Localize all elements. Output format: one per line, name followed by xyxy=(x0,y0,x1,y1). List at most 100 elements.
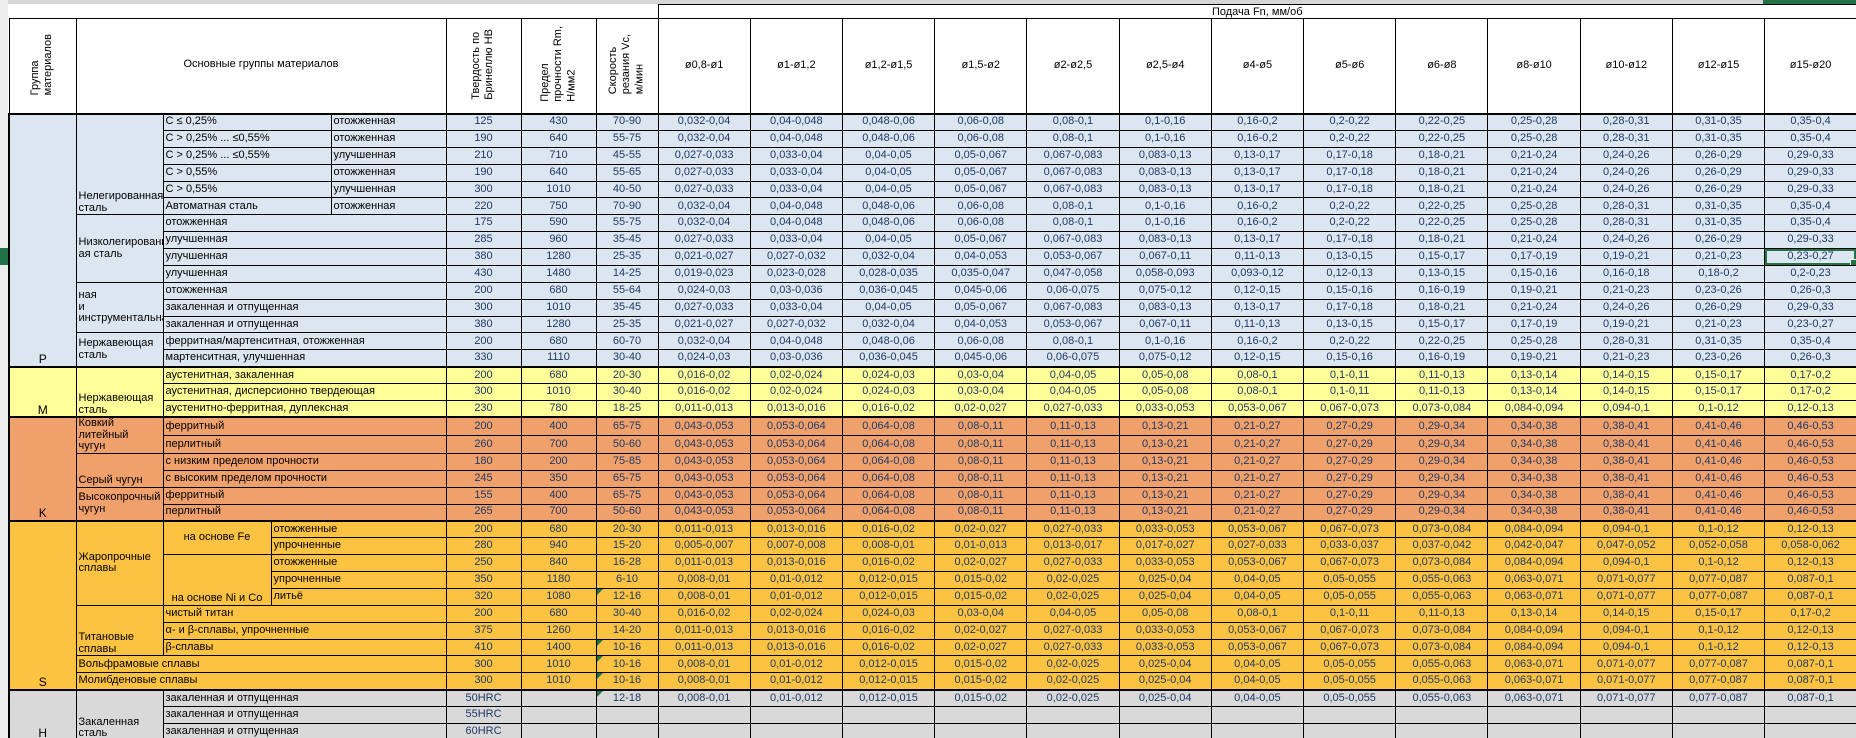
feed-cell[interactable]: 0,27-0,29 xyxy=(1303,503,1397,522)
feed-cell[interactable]: 0,05-0,067 xyxy=(934,163,1028,182)
feed-cell[interactable]: 0,38-0,41 xyxy=(1579,452,1673,471)
feed-cell[interactable]: 0,071-0,077 xyxy=(1579,587,1673,606)
feed-cell[interactable] xyxy=(1210,722,1305,738)
feed-cell[interactable]: 0,055-0,063 xyxy=(1395,587,1489,606)
feed-cell[interactable]: 0,01-0,013 xyxy=(934,537,1028,556)
feed-cell[interactable]: 0,31-0,35 xyxy=(1671,129,1766,148)
section-letter[interactable]: P xyxy=(8,112,77,368)
feed-cell[interactable]: 0,41-0,46 xyxy=(1671,416,1766,436)
feed-cell[interactable]: 0,29-0,34 xyxy=(1395,452,1489,471)
feed-cell[interactable]: 0,01-0,012 xyxy=(749,571,843,589)
feed-cell[interactable]: 0,11-0,13 xyxy=(1395,365,1489,384)
hardness-cell[interactable]: 380 xyxy=(445,315,522,334)
feed-cell[interactable]: 0,05-0,055 xyxy=(1303,655,1397,674)
feed-cell[interactable]: 0,13-0,15 xyxy=(1303,248,1397,266)
feed-cell[interactable]: 0,08-0,11 xyxy=(934,416,1028,436)
feed-cell[interactable]: 0,033-0,04 xyxy=(749,231,843,249)
feed-cell[interactable]: 0,016-0,02 xyxy=(657,365,751,384)
material-cell[interactable]: α- и β-сплавы, упрочненные xyxy=(162,621,447,640)
feed-cell[interactable]: 0,02-0,025 xyxy=(1026,571,1120,589)
feed-cell[interactable]: 0,067-0,083 xyxy=(1026,298,1120,317)
feed-cell[interactable]: 0,02-0,025 xyxy=(1026,672,1120,691)
feed-cell[interactable]: 0,11-0,13 xyxy=(1026,434,1120,454)
feed-cell[interactable]: 0,17-0,18 xyxy=(1303,180,1397,199)
feed-cell[interactable]: 0,05-0,055 xyxy=(1303,688,1397,708)
feed-cell[interactable]: 0,048-0,06 xyxy=(841,332,936,351)
strength-cell[interactable]: 350 xyxy=(520,469,597,488)
feed-cell[interactable]: 0,21-0,23 xyxy=(1671,248,1766,266)
feed-cell[interactable]: 0,29-0,34 xyxy=(1395,486,1489,505)
feed-cell[interactable]: 0,024-0,03 xyxy=(841,604,936,623)
feed-cell[interactable]: 0,025-0,04 xyxy=(1118,655,1212,674)
feed-cell[interactable]: 0,028-0,035 xyxy=(841,264,936,283)
strength-cell[interactable]: 1280 xyxy=(520,248,597,266)
feed-cell[interactable]: 0,04-0,05 xyxy=(1210,587,1305,606)
feed-cell[interactable]: 0,019-0,023 xyxy=(657,264,751,283)
feed-cell[interactable]: 0,22-0,25 xyxy=(1395,214,1489,233)
feed-cell[interactable]: 0,06-0,08 xyxy=(934,197,1028,216)
feed-cell[interactable]: 0,1-0,16 xyxy=(1118,332,1212,351)
material-cell[interactable]: закаленная и отпущенная xyxy=(162,298,447,317)
feed-cell[interactable]: 0,25-0,28 xyxy=(1487,332,1581,351)
hardness-cell[interactable]: 220 xyxy=(445,197,522,216)
material-cell[interactable]: Высокопрочный чугун xyxy=(75,486,164,522)
feed-cell[interactable]: 0,02-0,025 xyxy=(1026,587,1120,606)
feed-cell[interactable]: 0,2-0,22 xyxy=(1303,214,1397,233)
feed-cell[interactable]: 0,047-0,058 xyxy=(1026,264,1120,283)
speed-cell[interactable] xyxy=(595,722,659,738)
feed-cell[interactable]: 0,05-0,055 xyxy=(1303,571,1397,589)
feed-cell[interactable]: 0,17-0,18 xyxy=(1303,231,1397,249)
feed-cell[interactable]: 0,013-0,016 xyxy=(749,519,843,539)
hardness-cell[interactable]: 320 xyxy=(445,587,522,606)
hardness-cell[interactable]: 190 xyxy=(445,163,522,182)
material-cell[interactable]: чистый титан xyxy=(162,604,447,623)
feed-cell[interactable]: 0,11-0,13 xyxy=(1395,604,1489,623)
feed-cell[interactable]: 0,16-0,18 xyxy=(1579,264,1673,283)
feed-cell[interactable]: 0,083-0,13 xyxy=(1118,163,1212,182)
feed-cell[interactable]: 0,075-0,12 xyxy=(1118,281,1212,300)
feed-cell[interactable]: 0,21-0,24 xyxy=(1487,231,1581,249)
feed-cell[interactable]: 0,17-0,2 xyxy=(1764,383,1856,401)
feed-cell[interactable]: 0,055-0,063 xyxy=(1395,688,1489,708)
speed-cell[interactable]: 40-50 xyxy=(595,180,659,199)
strength-cell[interactable]: 750 xyxy=(520,197,597,216)
speed-cell[interactable]: 70-90 xyxy=(595,197,659,216)
material-cell[interactable]: улучшенная xyxy=(330,180,447,199)
feed-cell[interactable]: 0,015-0,02 xyxy=(934,587,1028,606)
hardness-cell[interactable]: 190 xyxy=(445,129,522,148)
feed-cell[interactable]: 0,053-0,064 xyxy=(749,416,843,436)
hardness-cell[interactable]: 430 xyxy=(445,264,522,283)
material-cell[interactable]: улучшенная xyxy=(162,248,447,266)
material-cell[interactable]: улучшенная xyxy=(162,264,447,283)
feed-cell[interactable] xyxy=(1579,706,1673,724)
feed-cell[interactable]: 0,01-0,012 xyxy=(749,655,843,674)
hardness-cell[interactable]: 300 xyxy=(445,180,522,199)
feed-cell[interactable]: 0,22-0,25 xyxy=(1395,332,1489,351)
speed-cell[interactable]: 45-55 xyxy=(595,146,659,165)
feed-cell[interactable]: 0,19-0,21 xyxy=(1579,315,1673,334)
feed-cell[interactable]: 0,46-0,53 xyxy=(1764,434,1856,454)
feed-cell[interactable]: 0,18-0,2 xyxy=(1671,264,1766,283)
material-cell[interactable]: отожженная xyxy=(162,214,447,233)
speed-cell[interactable]: 65-75 xyxy=(595,469,659,488)
feed-cell[interactable]: 0,08-0,1 xyxy=(1026,332,1120,351)
feed-cell[interactable]: 0,067-0,073 xyxy=(1303,519,1397,539)
feed-cell[interactable]: 0,058-0,093 xyxy=(1118,264,1212,283)
hardness-cell[interactable]: 410 xyxy=(445,638,522,657)
speed-cell[interactable]: 20-30 xyxy=(595,519,659,539)
strength-cell[interactable] xyxy=(520,722,597,738)
speed-cell[interactable]: 30-40 xyxy=(595,349,659,368)
feed-cell[interactable]: 0,017-0,027 xyxy=(1118,537,1212,556)
feed-cell[interactable]: 0,071-0,077 xyxy=(1579,688,1673,708)
feed-cell[interactable]: 0,17-0,2 xyxy=(1764,365,1856,384)
feed-cell[interactable]: 0,11-0,13 xyxy=(1026,452,1120,471)
material-cell[interactable]: C > 0,55% xyxy=(162,163,332,182)
hardness-cell[interactable]: 330 xyxy=(445,349,522,368)
column-header-feed-11[interactable]: ø12-ø15 xyxy=(1671,18,1766,114)
feed-cell[interactable]: 0,01-0,012 xyxy=(749,587,843,606)
feed-cell[interactable]: 0,055-0,063 xyxy=(1395,672,1489,691)
feed-cell[interactable]: 0,21-0,23 xyxy=(1579,281,1673,300)
hardness-cell[interactable]: 280 xyxy=(445,537,522,556)
feed-cell[interactable]: 0,011-0,013 xyxy=(657,399,751,418)
feed-cell[interactable]: 0,04-0,048 xyxy=(749,214,843,233)
